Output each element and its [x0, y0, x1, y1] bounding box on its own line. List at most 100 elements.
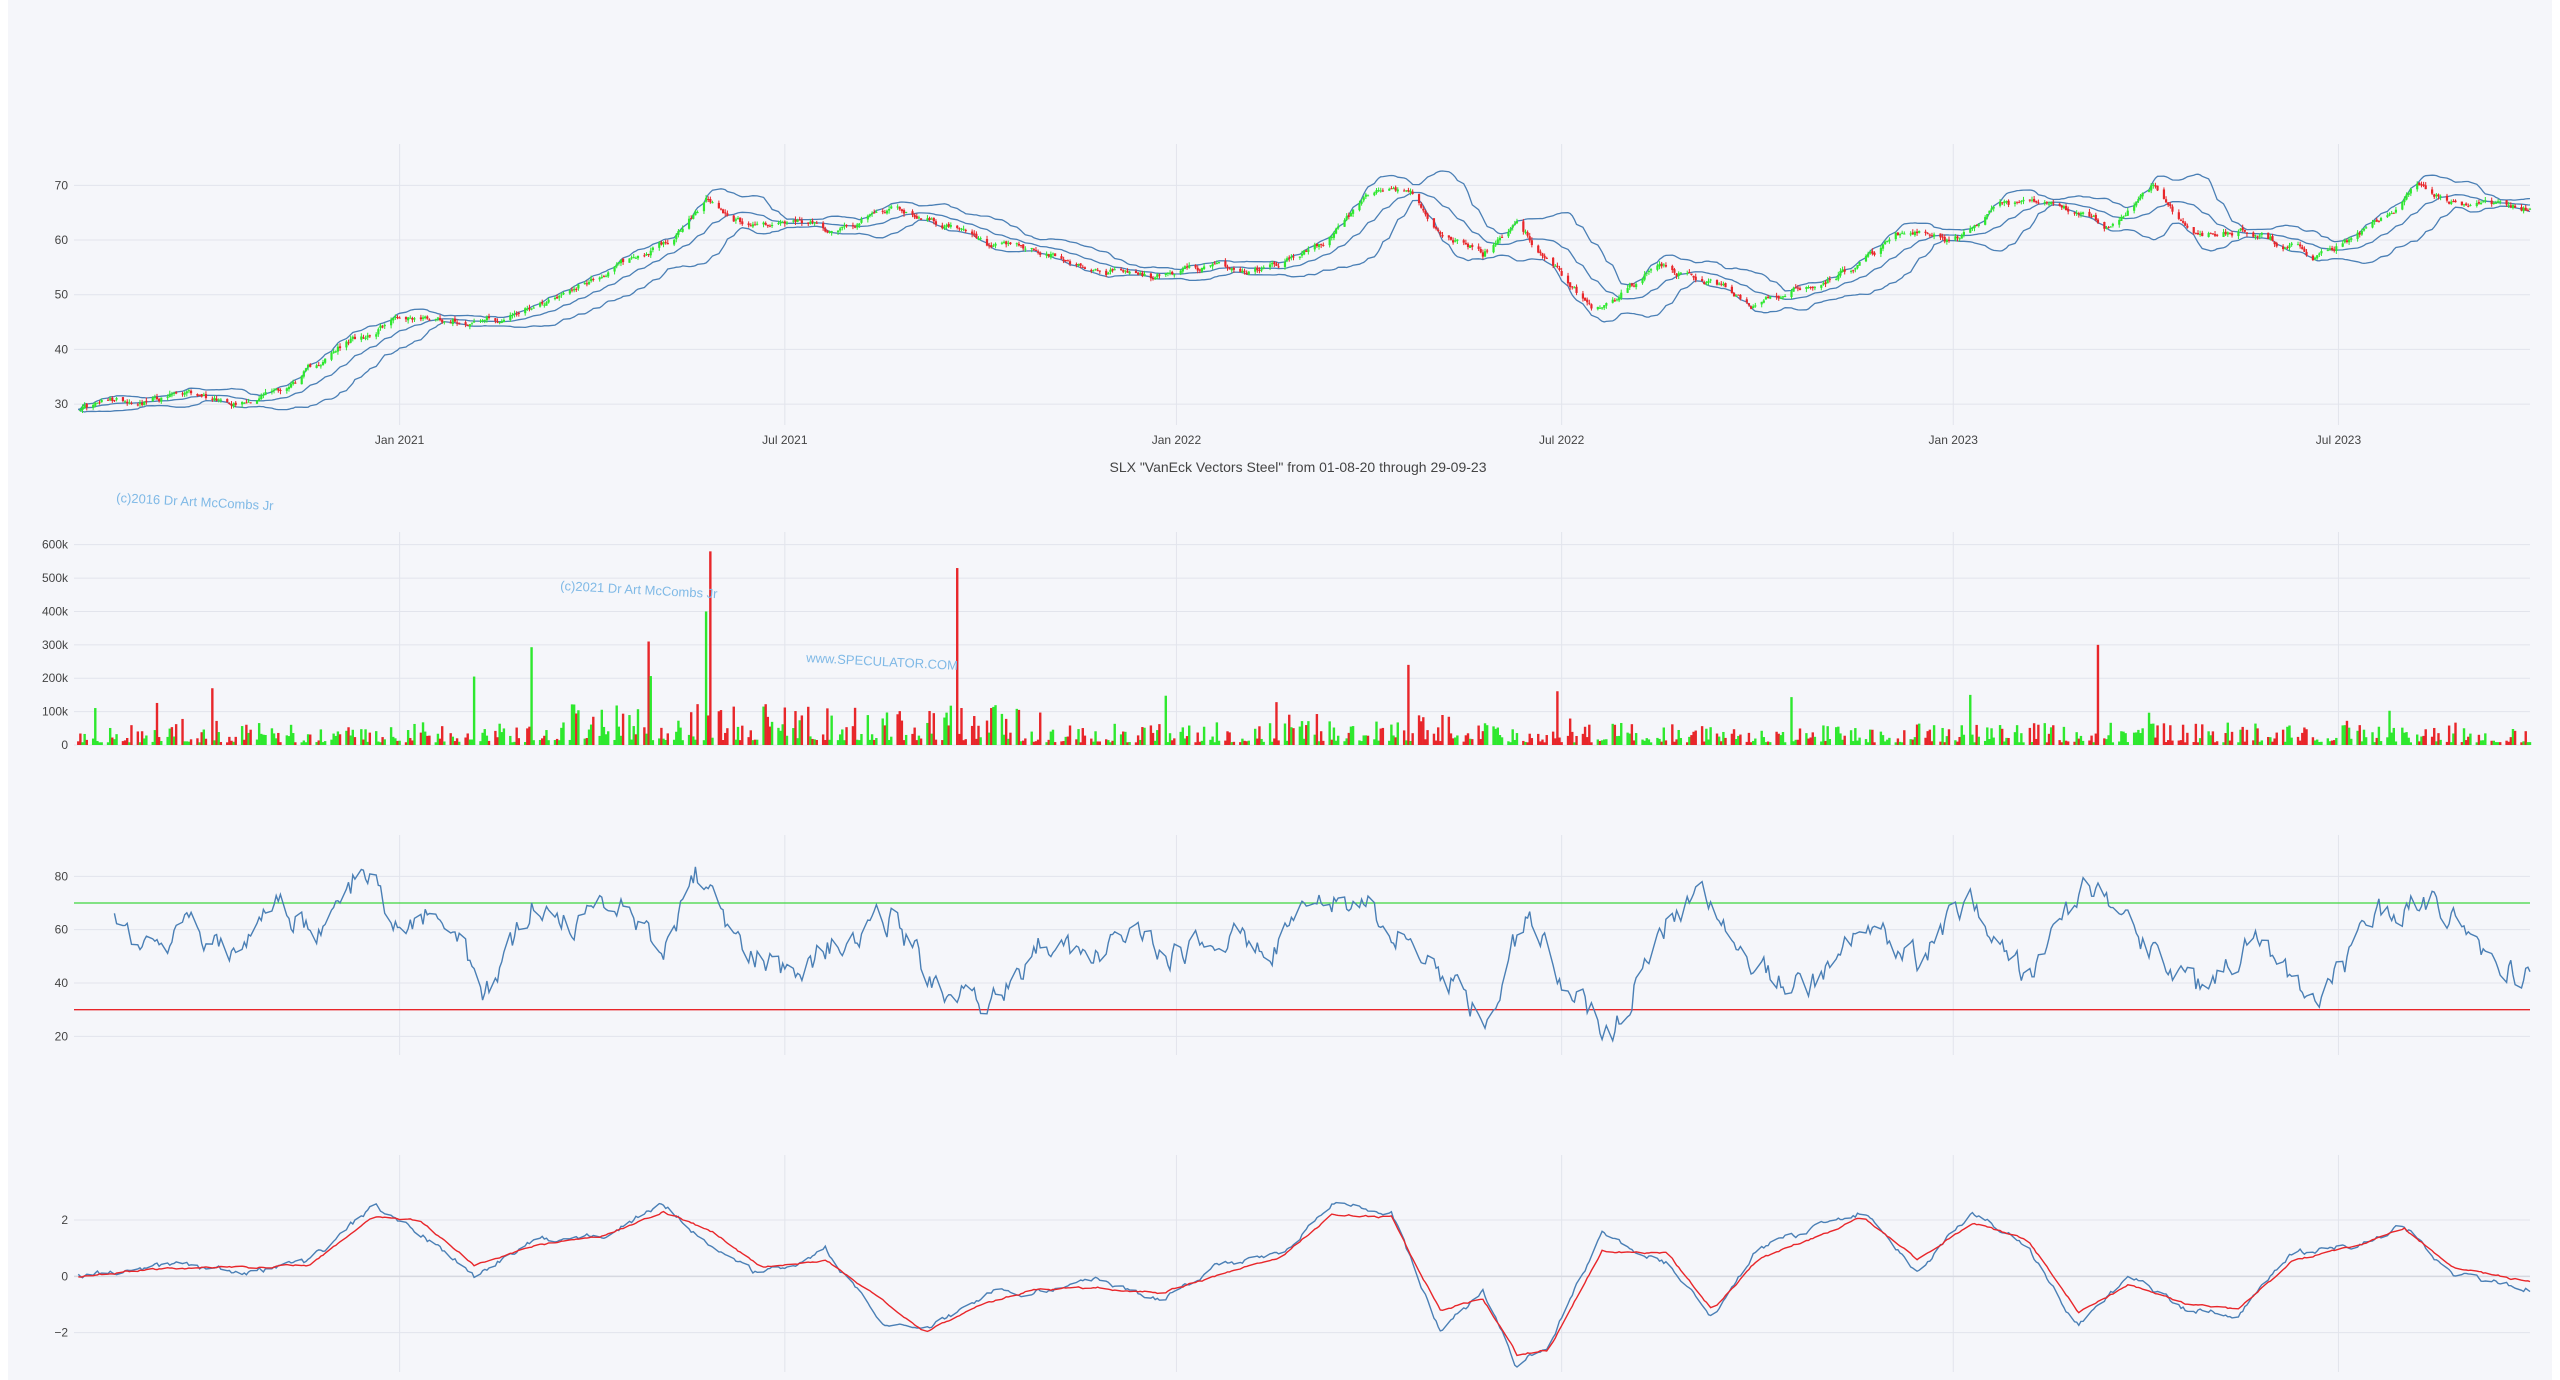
candle-body [1392, 188, 1395, 190]
candle-body [2156, 185, 2159, 191]
volume-bar [1039, 712, 1042, 745]
candle-body [123, 401, 127, 403]
volume-bar [2073, 741, 2076, 745]
volume-bar [1928, 729, 1932, 745]
candle-body [1181, 268, 1184, 272]
volume-bar [1002, 734, 1006, 745]
volume-bar [2111, 742, 2115, 745]
volume-bar [896, 714, 899, 745]
volume-bar [1422, 717, 1425, 745]
volume-bar [904, 734, 908, 745]
candle-body [1111, 268, 1114, 271]
candle-body [1298, 256, 1301, 258]
candle-body [560, 294, 563, 296]
volume-bar [2147, 712, 2151, 745]
candle-body [2256, 236, 2259, 238]
candle-body [511, 314, 514, 316]
volume-bar [2126, 742, 2129, 745]
candle-body [2358, 233, 2361, 235]
candle-body [2120, 216, 2123, 222]
volume-bar [1066, 736, 1070, 745]
volume-bar [1675, 739, 1678, 745]
x-tick-label: Jan 2021 [375, 433, 425, 447]
candle-body [762, 222, 765, 225]
candle-body [1305, 250, 1308, 252]
macd-line [77, 1201, 2531, 1368]
volume-bar [1243, 740, 1246, 745]
candle-body [1198, 269, 1201, 271]
candle-body [249, 402, 252, 404]
candle-body [1658, 263, 1661, 267]
volume-bar [843, 740, 846, 745]
volume-bar [1690, 735, 1693, 745]
candle-body [2275, 243, 2278, 247]
candle-body [751, 224, 755, 227]
volume-bar [947, 725, 950, 745]
volume-bar [2394, 741, 2398, 745]
candle-body [211, 398, 214, 400]
candle-body [1628, 284, 1631, 288]
price-y-tick: 70 [55, 178, 69, 192]
candle-body [1068, 261, 1072, 265]
candle-body [407, 317, 410, 321]
candle-body [619, 259, 623, 264]
candle-body [888, 209, 891, 211]
volume-bar [1330, 739, 1333, 745]
volume-bar [677, 720, 680, 745]
volume-bar [2254, 723, 2257, 745]
volume-bar [741, 725, 744, 745]
volume-bar [1228, 732, 1231, 745]
candle-body [1394, 187, 1397, 191]
volume-bar [770, 721, 774, 745]
candle-body [1975, 225, 1978, 227]
candle-body [634, 257, 637, 259]
volume-bar [664, 739, 667, 745]
candle-body [245, 402, 248, 404]
volume-bar [1834, 727, 1838, 745]
volume-bar [2196, 742, 2200, 745]
candle-body [1566, 275, 1570, 284]
candle-body [1509, 228, 1512, 232]
chart-canvas: Jan 2021 Jul 2021 Jan 2022 Jul 2022 Jan 2023… [42, 144, 2532, 1372]
candle-body [977, 238, 980, 240]
volume-bar [123, 740, 127, 745]
candle-body [1258, 270, 1261, 272]
volume-bar [2077, 738, 2081, 745]
volume-bar [1641, 739, 1644, 745]
candle-body [770, 224, 774, 226]
candle-body [568, 290, 571, 294]
volume-bar [421, 722, 425, 745]
volume-bar [2437, 733, 2440, 745]
volume-bar [1888, 737, 1891, 745]
volume-bar [1566, 735, 1570, 745]
volume-bar [2239, 729, 2242, 745]
volume-bar [1745, 741, 1749, 745]
volume-bar [91, 738, 95, 745]
candle-body [1820, 285, 1823, 288]
volume-bar [1571, 731, 1574, 745]
volume-bar [1900, 742, 1904, 745]
candle-body [1217, 261, 1221, 263]
candle-body [1954, 236, 1957, 240]
candle-body [2360, 231, 2363, 235]
candle-body [351, 336, 354, 339]
candle-body [255, 400, 259, 404]
volume-bar [1568, 718, 1572, 745]
candle-body [181, 393, 184, 395]
volume-bar [898, 711, 901, 745]
volume-bar [1664, 740, 1668, 745]
candle-body [487, 316, 491, 318]
candle-body [279, 390, 282, 392]
candle-body [187, 390, 191, 392]
candle-body [409, 317, 412, 319]
candle-body [562, 292, 565, 295]
volume-bar [219, 741, 223, 745]
candle-body [1105, 270, 1108, 276]
candle-body [2520, 206, 2523, 211]
volume-bar [364, 729, 367, 745]
volume-bar [81, 742, 84, 745]
candle-body [1960, 234, 1963, 239]
candle-body [1005, 241, 1008, 245]
volume-bar [1705, 728, 1708, 745]
candle-body [1330, 236, 1333, 238]
